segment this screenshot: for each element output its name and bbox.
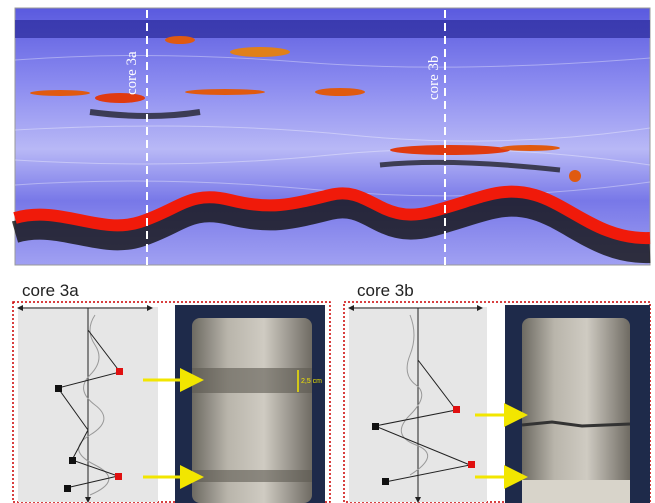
figure: core 3a core 3b core 3a 2,5 cm core 3b — [0, 0, 655, 503]
core-label: core 3b — [426, 55, 442, 100]
core-label: core 3a — [124, 51, 140, 95]
panel-title: core 3b — [357, 281, 414, 300]
radargram: core 3a core 3b — [15, 8, 650, 265]
scale-label: 2,5 cm — [301, 378, 322, 385]
panel-title: core 3a — [22, 281, 79, 300]
